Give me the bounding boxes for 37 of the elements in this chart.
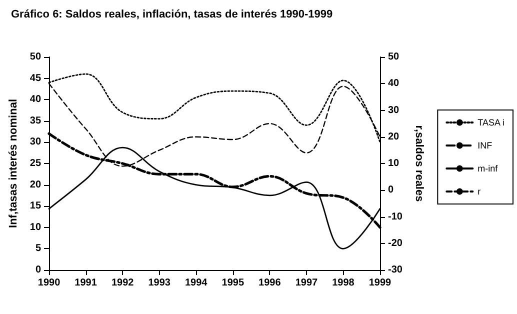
legend-label: TASA i (478, 118, 505, 128)
y-tick-label: 30 (30, 136, 42, 148)
y2-tick-label: -20 (388, 238, 403, 249)
x-tick-label: 1994 (185, 278, 208, 288)
y-tick-label: 10 (30, 222, 42, 233)
chart-title: Gráfico 6: Saldos reales, inflación, tasas de interés 1990-1999 (11, 8, 333, 20)
legend-label: m-inf (478, 164, 498, 174)
x-tick-label: 1992 (111, 278, 134, 288)
y2-tick-label: 0 (388, 184, 394, 196)
x-tick-label: 1991 (74, 278, 98, 288)
y-tick-label: 25 (30, 158, 42, 169)
x-tick-label: 1996 (258, 278, 282, 288)
y-tick-label: 0 (35, 264, 42, 276)
x-tick-label: 1999 (368, 278, 392, 288)
y-tick-label: 20 (30, 179, 42, 190)
y-tick-label: 50 (30, 52, 42, 62)
y2-tick-label: -10 (388, 211, 403, 222)
legend-label: INF (478, 140, 493, 150)
y-tick-label: 45 (30, 72, 42, 84)
x-tick-label: 1990 (38, 278, 61, 288)
x-tick-label: 1998 (332, 278, 355, 288)
x-tick-label: 1997 (295, 278, 318, 288)
y2-tick-label: -30 (388, 264, 403, 276)
y-tick-label: 35 (30, 115, 42, 126)
x-tick-label: 1993 (148, 278, 171, 288)
y2-tick-label: 10 (388, 158, 400, 169)
y2-tick-label: 20 (388, 131, 400, 142)
legend-label: r (478, 186, 481, 196)
y-tick-label: 40 (30, 94, 42, 106)
y2-tick-label: 50 (388, 52, 400, 62)
y2-tick-label: 40 (388, 78, 400, 90)
y-axis-title: Inf,tasas interés nominal (8, 99, 20, 228)
y2-axis-title: r,saldos reales (412, 125, 425, 202)
x-tick-label: 1995 (222, 278, 244, 288)
y-tick-label: 15 (30, 200, 42, 212)
y2-tick-label: 30 (388, 104, 400, 116)
y-tick-label: 5 (35, 243, 42, 254)
